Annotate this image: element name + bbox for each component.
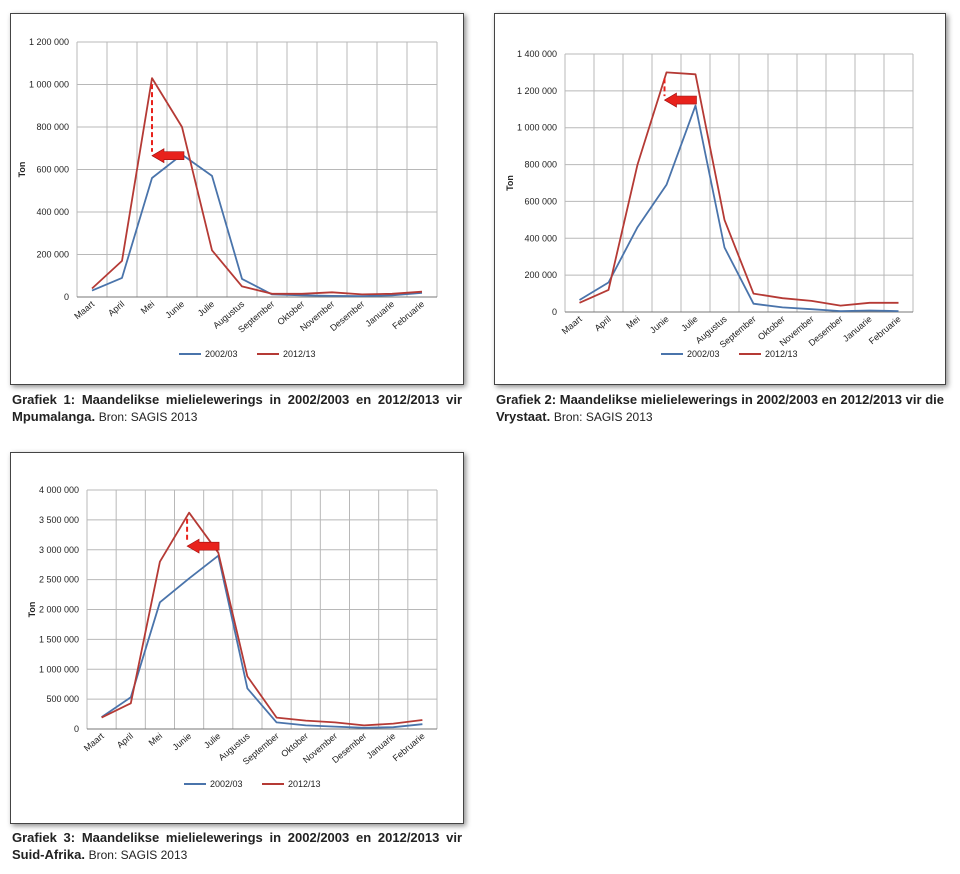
x-tick-label: April bbox=[115, 731, 135, 750]
x-tick-label: Mei bbox=[139, 299, 157, 316]
y-tick-label: 800 000 bbox=[524, 160, 557, 170]
y-tick-label: 400 000 bbox=[36, 207, 69, 217]
series-line-2012-13 bbox=[91, 77, 423, 296]
chart-vrystaat: 0 200 000 400 000 600 000 800 000 1 000 000 1 … bbox=[505, 49, 914, 359]
caption-vrystaat: Grafiek 2: Maandelikse mielielewerings i… bbox=[496, 391, 944, 426]
y-axis-label: Ton bbox=[505, 175, 515, 191]
y-tick-label: 2 000 000 bbox=[39, 605, 79, 615]
legend-label: 2012/13 bbox=[765, 349, 798, 359]
legend-label: 2012/13 bbox=[288, 779, 321, 789]
y-tick-label: 0 bbox=[74, 724, 79, 734]
y-tick-label: 0 bbox=[64, 292, 69, 302]
y-axis-label: Ton bbox=[27, 602, 37, 618]
y-tick-label: 1 200 000 bbox=[517, 86, 557, 96]
caption-label: Grafiek 2: Maandelikse mielielewerings i… bbox=[496, 392, 944, 424]
series-line-2002-03 bbox=[579, 104, 899, 313]
x-tick-label: Februarie bbox=[390, 299, 426, 331]
caption-source: Bron: SAGIS 2013 bbox=[553, 410, 653, 424]
caption-label: Grafiek 3: Maandelikse mielielewerings i… bbox=[12, 830, 462, 862]
caption-suid-afrika: Grafiek 3: Maandelikse mielielewerings i… bbox=[12, 829, 462, 864]
x-tick-label: Februarie bbox=[391, 731, 427, 763]
series-line-2002-03 bbox=[91, 153, 423, 298]
chart-panel-mpumalanga: 0 200 000 400 000 600 000 800 000 1 000 000 1 … bbox=[10, 13, 464, 385]
legend-label: 2002/03 bbox=[687, 349, 720, 359]
x-tick-label: Julie bbox=[196, 299, 217, 319]
x-tick-label: Mei bbox=[624, 314, 642, 331]
chart-mpumalanga: 0 200 000 400 000 600 000 800 000 1 000 000 1 … bbox=[17, 37, 438, 359]
legend: 2002/03 2012/13 bbox=[184, 779, 321, 789]
legend: 2002/03 2012/13 bbox=[661, 349, 798, 359]
y-tick-label: 0 bbox=[552, 307, 557, 317]
y-tick-label: 500 000 bbox=[46, 694, 79, 704]
y-tick-label: 1 000 000 bbox=[517, 123, 557, 133]
caption-source: Bron: SAGIS 2013 bbox=[88, 848, 188, 862]
y-tick-label: 600 000 bbox=[524, 196, 557, 206]
y-tick-label: 1 000 000 bbox=[39, 664, 79, 674]
x-tick-label: Februarie bbox=[867, 314, 903, 346]
chart-panel-suid-afrika: 0 500 000 1 000 000 1 500 000 2 000 000 2 500… bbox=[10, 452, 464, 824]
y-tick-label: 800 000 bbox=[36, 122, 69, 132]
y-tick-label: 1 500 000 bbox=[39, 634, 79, 644]
y-tick-label: 1 000 000 bbox=[29, 80, 69, 90]
legend: 2002/03 2012/13 bbox=[179, 349, 316, 359]
caption-label: Grafiek 1: Maandelikse mielielewerings i… bbox=[12, 392, 462, 424]
annotation-arrow-icon bbox=[186, 538, 220, 554]
legend-label: 2002/03 bbox=[205, 349, 238, 359]
y-tick-label: 3 500 000 bbox=[39, 515, 79, 525]
annotation-arrow-icon bbox=[663, 92, 697, 108]
series-line-2002-03 bbox=[101, 554, 423, 729]
caption-mpumalanga: Grafiek 1: Maandelikse mielielewerings i… bbox=[12, 391, 462, 426]
y-tick-label: 200 000 bbox=[524, 270, 557, 280]
x-tick-label: Julie bbox=[202, 731, 223, 751]
x-tick-label: Junie bbox=[170, 731, 193, 752]
x-tick-label: Julie bbox=[679, 314, 700, 334]
y-axis-label: Ton bbox=[17, 162, 27, 178]
grid bbox=[564, 53, 914, 313]
x-tick-label: April bbox=[593, 314, 613, 333]
series-line-2012-13 bbox=[579, 71, 899, 307]
y-tick-label: 400 000 bbox=[524, 233, 557, 243]
y-tick-label: 4 000 000 bbox=[39, 485, 79, 495]
x-tick-label: Maart bbox=[560, 314, 584, 337]
y-tick-label: 600 000 bbox=[36, 165, 69, 175]
caption-source: Bron: SAGIS 2013 bbox=[98, 410, 198, 424]
grid bbox=[76, 41, 438, 298]
y-tick-label: 200 000 bbox=[36, 250, 69, 260]
y-tick-label: 2 500 000 bbox=[39, 575, 79, 585]
grid bbox=[86, 489, 438, 730]
x-tick-label: Junie bbox=[648, 314, 671, 335]
legend-label: 2002/03 bbox=[210, 779, 243, 789]
y-tick-label: 1 400 000 bbox=[517, 49, 557, 59]
series-line-2012-13 bbox=[101, 511, 423, 727]
legend-label: 2012/13 bbox=[283, 349, 316, 359]
chart-suid-afrika: 0 500 000 1 000 000 1 500 000 2 000 000 2 500… bbox=[27, 485, 438, 789]
x-tick-label: Maart bbox=[82, 731, 106, 754]
annotation-arrow-icon bbox=[151, 148, 185, 164]
x-tick-label: Mei bbox=[147, 731, 165, 748]
x-tick-label: April bbox=[106, 299, 126, 318]
x-tick-label: Junie bbox=[163, 299, 186, 320]
x-tick-label: Maart bbox=[72, 299, 96, 322]
y-tick-label: 3 000 000 bbox=[39, 545, 79, 555]
chart-panel-vrystaat: 0 200 000 400 000 600 000 800 000 1 000 000 1 … bbox=[494, 13, 946, 385]
y-tick-label: 1 200 000 bbox=[29, 37, 69, 47]
